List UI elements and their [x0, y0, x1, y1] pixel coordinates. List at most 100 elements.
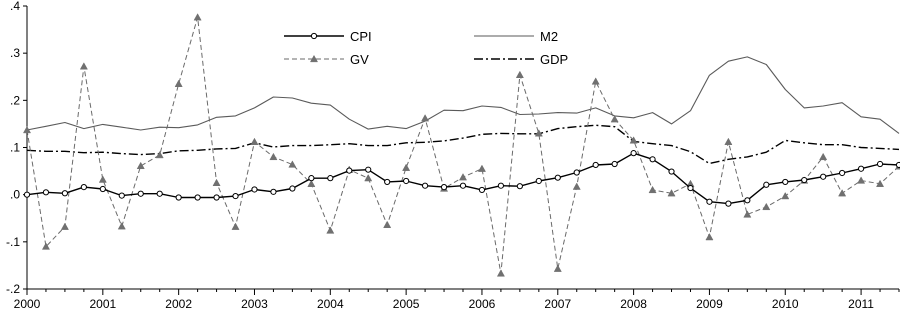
point-gv — [515, 70, 524, 78]
point-cpi — [611, 160, 618, 168]
point-gv — [98, 175, 107, 183]
series-line-gv — [26, 16, 900, 274]
point-gv — [117, 222, 126, 230]
point-cpi — [668, 168, 675, 175]
point-gv — [724, 137, 733, 145]
point-cpi — [725, 200, 732, 207]
point-cpi — [194, 194, 201, 201]
point-cpi — [118, 192, 125, 199]
point-cpi — [137, 190, 144, 197]
point-gv — [212, 178, 221, 187]
x-tick-label: 2004 — [317, 297, 344, 311]
point-cpi — [687, 184, 694, 192]
point-cpi — [99, 185, 106, 193]
point-cpi — [270, 188, 277, 195]
point-gv — [174, 79, 183, 87]
point-cpi — [820, 173, 827, 180]
series-layer — [22, 13, 900, 277]
point-gv — [383, 220, 392, 228]
point-cpi — [478, 186, 486, 194]
y-tick-label: .1 — [10, 141, 20, 155]
point-cpi — [649, 156, 656, 163]
point-gv — [22, 125, 32, 134]
x-tick-label: 2011 — [848, 297, 874, 311]
series-gv — [22, 13, 900, 277]
point-gv — [155, 150, 164, 159]
legend-item-cpi: CPI — [284, 29, 372, 44]
x-tick-label: 2001 — [89, 297, 116, 311]
point-gv — [838, 189, 847, 197]
y-tick-label: -.2 — [6, 282, 20, 296]
point-gv — [648, 185, 657, 194]
x-tick-label: 2005 — [393, 297, 420, 311]
point-gv — [421, 114, 430, 122]
point-gv — [288, 160, 297, 168]
point-gv — [477, 164, 486, 172]
y-tick-label: -.1 — [6, 235, 20, 249]
point-cpi — [175, 194, 182, 201]
point-gv — [591, 77, 600, 85]
point-cpi — [554, 174, 561, 181]
x-tick-label: 2002 — [165, 297, 192, 311]
series-line-gdp — [26, 124, 900, 165]
point-gv — [364, 174, 373, 182]
point-gv — [41, 242, 50, 250]
point-cpi — [895, 161, 900, 169]
y-tick-label: .4 — [10, 0, 20, 13]
series-cpi — [23, 150, 900, 207]
point-cpi — [327, 175, 334, 182]
point-cpi — [42, 189, 50, 196]
x-tick-label: 2010 — [772, 297, 799, 311]
legend-label-gv: GV — [350, 52, 369, 67]
point-gv — [610, 115, 619, 123]
point-gv — [496, 269, 505, 277]
point-cpi — [440, 184, 448, 191]
point-gv — [629, 136, 638, 144]
x-tick-label: 2008 — [620, 297, 647, 311]
point-gv — [136, 161, 145, 170]
point-gv — [326, 226, 335, 234]
legend-item-m2: M2 — [474, 29, 558, 44]
x-tick-label: 2003 — [241, 297, 268, 311]
point-cpi — [61, 190, 69, 197]
point-cpi — [592, 161, 599, 169]
x-tick-label: 2006 — [469, 297, 496, 311]
legend-item-gdp: GDP — [474, 52, 568, 67]
y-tick-label: .3 — [10, 46, 20, 60]
point-cpi — [763, 181, 770, 188]
series-line-m2 — [26, 56, 900, 134]
x-tick-label: 2000 — [14, 297, 41, 311]
point-gv — [534, 129, 543, 137]
point-cpi — [232, 192, 239, 200]
point-gv — [402, 163, 411, 171]
legend-label-gdp: GDP — [540, 52, 568, 67]
point-gv — [572, 182, 581, 190]
point-gv — [60, 222, 69, 230]
point-cpi — [857, 165, 865, 172]
series-gdp — [26, 124, 900, 165]
point-gv — [876, 179, 885, 187]
point-gv — [307, 179, 316, 187]
point-cpi — [403, 177, 410, 185]
legend-label-m2: M2 — [540, 29, 558, 44]
point-cpi — [782, 178, 789, 186]
point-cpi — [839, 169, 846, 177]
point-gv — [667, 189, 676, 197]
point-gv — [743, 210, 752, 218]
point-cpi — [156, 190, 163, 197]
point-cpi — [365, 166, 372, 173]
point-cpi — [706, 198, 713, 205]
point-cpi — [497, 182, 505, 189]
point-cpi — [421, 182, 429, 189]
point-cpi — [23, 191, 31, 198]
point-gv — [231, 222, 240, 230]
point-cpi — [744, 197, 751, 204]
legend-item-gv: GV — [284, 52, 369, 67]
point-gv — [79, 62, 88, 70]
x-tick-label: 2009 — [696, 297, 723, 311]
point-cpi — [459, 182, 467, 189]
y-tick-label: .0 — [10, 188, 20, 202]
point-cpi — [308, 175, 315, 182]
